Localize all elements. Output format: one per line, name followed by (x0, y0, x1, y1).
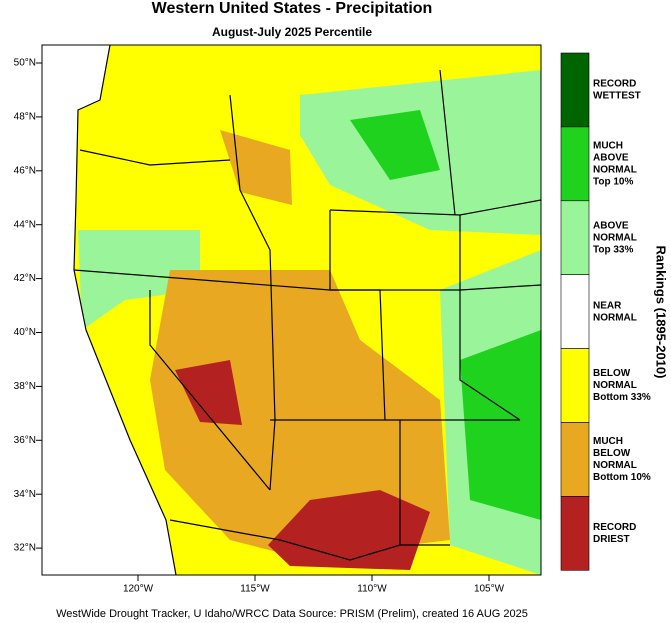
legend-label: NORMAL (593, 460, 637, 471)
lon-tick-label: 105°W (474, 584, 505, 595)
map (41, 44, 542, 576)
state-line (73, 269, 331, 291)
legend-swatch (560, 348, 590, 423)
legend-label: NORMAL (593, 232, 637, 243)
lat-tick-label: 50°N (14, 58, 36, 69)
legend-swatch (560, 200, 590, 276)
legend-label: BELOW (593, 448, 631, 459)
state-line (149, 290, 271, 491)
dry-region (150, 270, 450, 558)
wet-region (350, 110, 440, 180)
legend-title: Rankings (1895-2010) (654, 246, 669, 379)
subtitle: August-July 2025 Percentile (212, 25, 372, 39)
state-line (459, 215, 521, 421)
legend-label: NORMAL (593, 312, 637, 323)
legend-swatch (560, 274, 590, 349)
border (169, 519, 401, 561)
ocean (42, 45, 176, 575)
lat-tick-label: 46°N (14, 165, 36, 176)
state-line (439, 69, 456, 216)
wet-region (460, 330, 541, 520)
wet-region (78, 230, 200, 330)
state-line (229, 94, 276, 491)
lat-tick-label: 42°N (14, 273, 36, 284)
legend-swatch (560, 52, 590, 128)
legend-label: RECORD (593, 522, 636, 533)
footer: WestWide Drought Tracker, U Idaho/WRCC D… (56, 608, 528, 620)
dry-region (220, 130, 292, 205)
lat-tick-label: 44°N (14, 219, 36, 230)
lat-tick-label: 36°N (14, 435, 36, 446)
legend-swatch (560, 422, 590, 497)
lat-tick-label: 34°N (14, 489, 36, 500)
lat-tick-label: 40°N (14, 327, 36, 338)
state-line (79, 149, 231, 166)
map-frame (41, 44, 542, 576)
legend-label: Bottom 10% (593, 472, 651, 483)
legend-label: MUCH (593, 436, 623, 447)
legend-label: RECORD (593, 79, 636, 90)
legend-swatch (560, 496, 590, 571)
legend-swatch (560, 126, 590, 202)
lon-tick-label: 120°W (123, 584, 154, 595)
legend-label: ABOVE (593, 220, 629, 231)
legend-label: MUCH (593, 140, 623, 151)
legend-label: Bottom 33% (593, 392, 651, 403)
legend-label: Top 10% (593, 176, 633, 187)
legend-label: ABOVE (593, 152, 629, 163)
lat-tick-label: 48°N (14, 112, 36, 123)
lat-tick-label: 32°N (14, 543, 36, 554)
lon-tick-label: 115°W (240, 584, 270, 595)
legend-label: DRIEST (593, 534, 630, 545)
legend-label: WETTEST (593, 91, 641, 102)
legend-label: Top 33% (593, 244, 633, 255)
driest-region (175, 360, 242, 425)
legend-label: NEAR (593, 300, 622, 311)
lat-tick-label: 38°N (14, 381, 36, 392)
legend-label: NORMAL (593, 380, 637, 391)
legend-label: NORMAL (593, 164, 637, 175)
driest-region (268, 490, 430, 570)
legend-label: BELOW (593, 368, 631, 379)
lon-tick-label: 110°W (357, 584, 387, 595)
title: Western United States - Precipitation (152, 0, 433, 17)
